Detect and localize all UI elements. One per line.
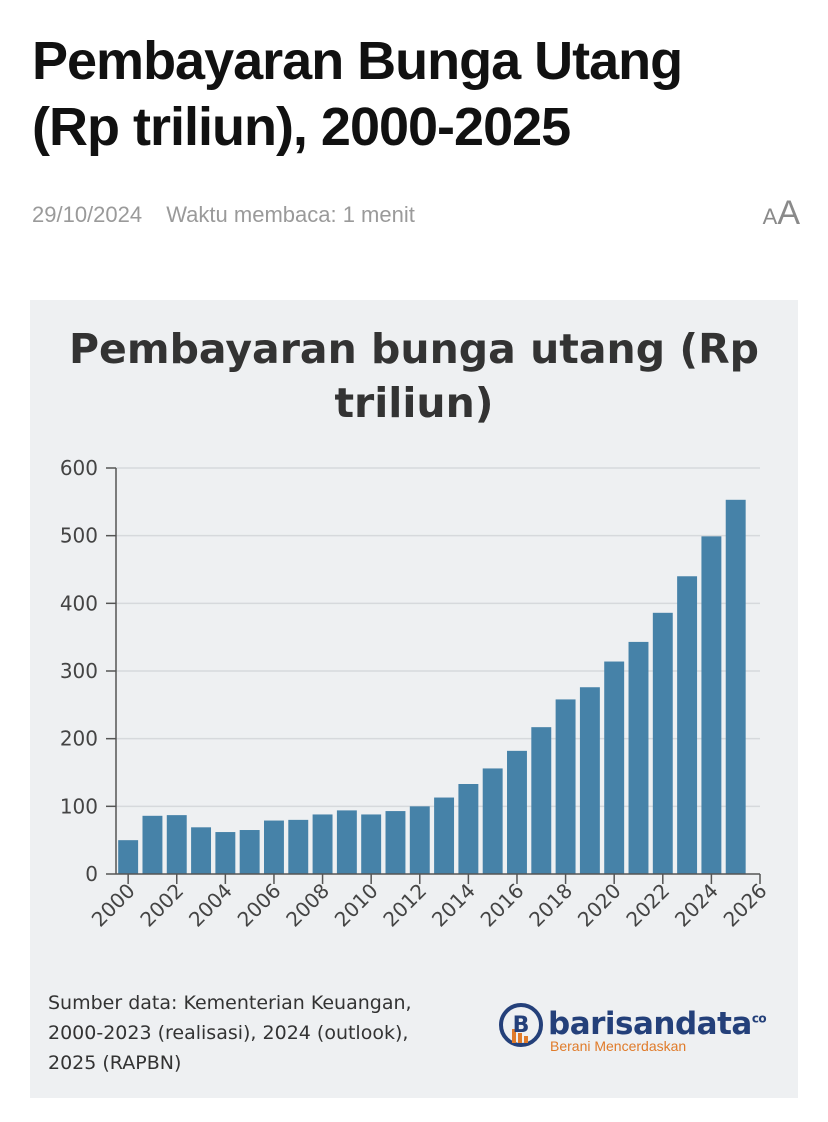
bar-2019 — [579, 687, 600, 874]
bar-2022 — [652, 612, 673, 874]
bar-2009 — [336, 810, 357, 874]
bar-chart: 0100200300400500600200020022004200620082… — [60, 456, 772, 932]
bar-2008 — [312, 814, 333, 874]
logo-tagline: Berani Mencerdaskan — [550, 1038, 687, 1054]
chart-title-line-2: triliun) — [334, 379, 494, 427]
bar-2003 — [191, 827, 212, 874]
bar-2016 — [507, 750, 527, 874]
source-line-1: Sumber data: Kementerian Keuangan, — [48, 992, 412, 1014]
chart-title-line-1: Pembayaran bunga utang (Rp — [68, 325, 759, 373]
x-tick-label: 2002 — [135, 879, 188, 932]
bar-2010 — [361, 814, 382, 874]
y-tick-label: 400 — [60, 591, 98, 615]
bar-2017 — [531, 727, 552, 874]
source-line-3: 2025 (RAPBN) — [48, 1052, 182, 1074]
x-tick-label: 2020 — [573, 879, 626, 932]
logo-brand-text: barisandata — [548, 1006, 752, 1042]
font-size-toggle[interactable]: AA — [763, 194, 800, 233]
x-tick-label: 2012 — [378, 879, 431, 932]
bar-2015 — [482, 768, 503, 874]
bar-2013 — [434, 797, 455, 874]
bar-2024 — [701, 536, 722, 874]
bar-2005 — [239, 830, 260, 874]
x-tick-label: 2014 — [427, 879, 480, 932]
x-tick-label: 2016 — [476, 879, 529, 932]
chart-card: Pembayaran bunga utang (Rp triliun) 0 100… — [30, 300, 798, 1098]
x-tick-label: 2008 — [281, 879, 334, 932]
bar-2001 — [142, 815, 163, 874]
y-tick-label: 500 — [60, 524, 98, 548]
headline-line-1: Pembayaran Bunga Utang — [32, 31, 683, 91]
logo-suffix: co — [751, 1011, 767, 1026]
bar-2000 — [118, 840, 139, 874]
x-tick-label: 2006 — [233, 879, 286, 932]
x-tick-label: 2022 — [621, 879, 674, 932]
x-tick-label: 2026 — [719, 879, 772, 932]
x-tick-label: 2018 — [524, 879, 577, 932]
headline-line-2: (Rp triliun), 2000-2025 — [32, 97, 571, 157]
reading-time: Waktu membaca: 1 menit — [166, 202, 415, 227]
bar-2004 — [215, 832, 236, 874]
y-tick-label: 100 — [60, 794, 98, 818]
bar-2006 — [263, 820, 284, 874]
svg-text:B: B — [513, 1013, 530, 1038]
bar-2018 — [555, 699, 576, 874]
font-size-small-icon: A — [762, 204, 778, 229]
y-tick-label: 0 — [85, 862, 98, 886]
y-tick-label: 300 — [60, 659, 98, 683]
source-note: Sumber data: Kementerian Keuangan, 2000-… — [48, 988, 468, 1078]
y-tick-label: 200 — [60, 727, 98, 751]
bar-2011 — [385, 811, 406, 874]
x-tick-label: 2024 — [670, 879, 723, 932]
barisandata-logo: B barisandataco Berani Mencerdaskan — [498, 1002, 788, 1062]
bar-2025 — [725, 499, 746, 874]
source-line-2: 2000-2023 (realisasi), 2024 (outlook), — [48, 1022, 409, 1044]
bar-2023 — [677, 576, 698, 874]
bar-2014 — [458, 784, 479, 874]
bar-2020 — [604, 661, 625, 874]
bar-2012 — [409, 806, 430, 874]
chart-title: Pembayaran bunga utang (Rp triliun) — [30, 322, 798, 430]
article-meta: 29/10/2024 Waktu membaca: 1 menit — [32, 202, 415, 228]
x-tick-label: 2000 — [87, 879, 140, 932]
x-tick-label: 2004 — [184, 879, 237, 932]
article-headline: Pembayaran Bunga Utang (Rp triliun), 200… — [32, 28, 802, 160]
font-size-large-icon: A — [777, 194, 800, 232]
publish-date: 29/10/2024 — [32, 202, 143, 227]
logo-brand: barisandataco — [548, 1006, 767, 1042]
y-tick-label: 600 — [60, 456, 98, 480]
bar-2002 — [166, 815, 187, 874]
bar-2007 — [288, 819, 309, 874]
x-tick-label: 2010 — [330, 879, 383, 932]
bar-2021 — [628, 641, 649, 874]
logo-mark-icon: B — [499, 1003, 543, 1047]
